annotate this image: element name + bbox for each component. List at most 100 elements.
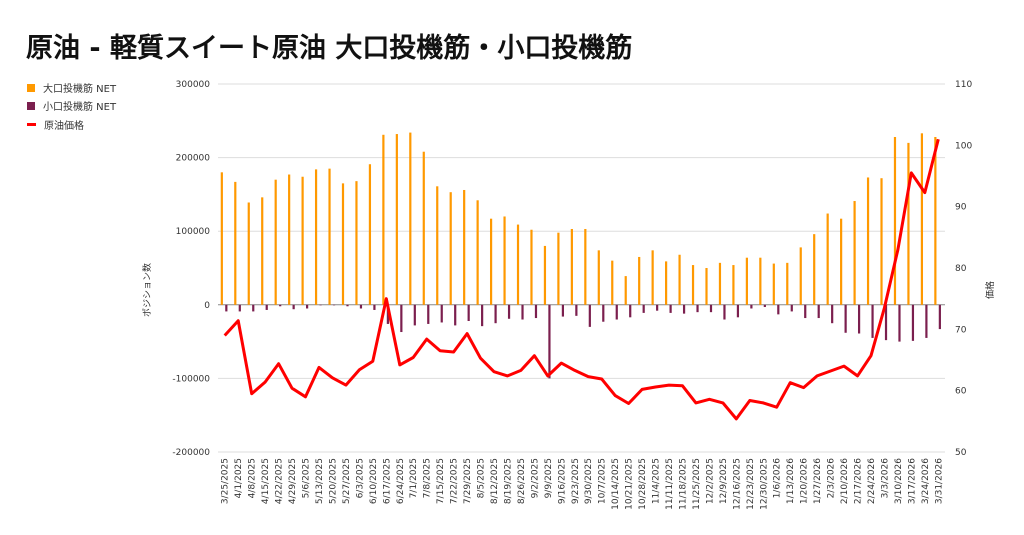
y-axis-right-title: 価格 [984, 281, 996, 299]
y-right-tick-label: 90 [955, 203, 967, 213]
x-tick-label: 1/13/2026 [786, 458, 796, 504]
large-speculator-bar [341, 183, 345, 305]
legend-label: 原油価格 [44, 121, 84, 132]
small-speculator-bar [319, 304, 322, 306]
y-right-tick-label: 80 [955, 264, 967, 274]
y-left-tick-label: 300000 [176, 80, 211, 90]
large-speculator-bar [745, 257, 748, 305]
large-speculator-bar [234, 181, 237, 305]
small-speculator-bar [534, 304, 538, 319]
legend-label: 大口投機筋 NET [43, 84, 117, 95]
y-left-tick-label: -200000 [172, 448, 210, 458]
x-tick-label: 1/6/2026 [773, 458, 783, 499]
legend-item-small-speculators[interactable]: 小口投機筋 NET [27, 98, 116, 113]
large-speculator-bar [880, 178, 883, 305]
large-speculator-bar [718, 262, 722, 305]
x-tick-label: 9/9/2025 [544, 458, 554, 498]
large-speculator-bar [355, 181, 358, 305]
small-speculator-bar [332, 304, 336, 306]
large-speculator-bar [813, 234, 816, 305]
y-right-tick-label: 110 [955, 80, 972, 90]
large-speculator-bar [597, 250, 600, 305]
small-speculator-bar [682, 304, 686, 314]
small-speculator-bar [871, 304, 874, 338]
large-speculator-bar [584, 228, 587, 305]
x-tick-label: 12/23/2025 [746, 458, 756, 510]
small-speculator-bar [831, 304, 834, 324]
large-speculator-bar [934, 136, 937, 305]
small-speculator-bar [481, 304, 484, 327]
small-speculator-bar [454, 304, 457, 326]
small-speculator-bar [750, 304, 753, 309]
small-speculator-bar [225, 304, 228, 312]
x-tick-label: 3/31/2026 [934, 458, 944, 504]
small-speculator-bar [723, 304, 726, 320]
small-speculator-bar [696, 304, 699, 313]
small-speculator-bar [817, 304, 820, 319]
x-tick-label: 9/23/2025 [571, 458, 581, 504]
large-speculator-bar [893, 136, 897, 305]
small-speculator-bar [561, 304, 565, 317]
large-speculator-bar [665, 261, 668, 305]
y-right-tick-label: 100 [955, 141, 972, 151]
y-left-tick-label: 0 [204, 301, 210, 311]
small-speculator-bar [346, 304, 349, 307]
small-speculator-bar [669, 304, 672, 313]
small-speculator-bar [292, 304, 295, 310]
small-speculator-bar [656, 304, 659, 311]
large-speculator-bar [557, 232, 560, 305]
large-speculator-bar [422, 151, 425, 305]
x-tick-label: 3/3/2026 [880, 458, 890, 499]
x-tick-label: 9/30/2025 [584, 458, 594, 504]
x-tick-label: 7/1/2025 [409, 458, 419, 498]
large-speculator-bar [449, 192, 452, 305]
large-speculator-bar [516, 224, 520, 305]
large-speculator-bar [691, 265, 695, 305]
small-speculator-bar [763, 304, 766, 308]
large-speculator-bar [772, 263, 775, 305]
small-speculator-bar [427, 304, 430, 324]
x-tick-label: 12/16/2025 [732, 458, 742, 510]
x-tick-label: 6/24/2025 [396, 458, 406, 504]
x-tick-label: 12/2/2025 [705, 458, 715, 504]
legend-item-oil-price[interactable]: 原油価格 [27, 117, 84, 132]
legend-label: 小口投機筋 NET [43, 102, 117, 113]
x-tick-label: 12/30/2025 [759, 458, 769, 510]
x-tick-label: 11/4/2025 [652, 458, 662, 504]
large-speculator-bar [261, 197, 264, 305]
x-tick-label: 7/8/2025 [423, 458, 433, 498]
x-tick-label: 4/22/2025 [275, 458, 285, 504]
y-left-tick-label: 100000 [176, 227, 211, 237]
large-speculator-bar [476, 200, 479, 305]
x-tick-label: 6/10/2025 [369, 458, 379, 504]
x-tick-label: 10/14/2025 [611, 458, 621, 510]
large-speculator-bar [638, 256, 641, 305]
small-speculator-bar [790, 304, 793, 312]
y-right-tick-label: 50 [955, 448, 967, 458]
x-tick-label: 5/20/2025 [328, 458, 338, 504]
legend-item-large-speculators[interactable]: 大口投機筋 NET [27, 80, 116, 95]
chart-title: 原油 - 軽質スイート原油 大口投機筋・小口投機筋 [26, 33, 633, 64]
y-right-tick-label: 70 [955, 325, 967, 335]
large-speculator-bar [436, 186, 439, 305]
x-tick-label: 11/11/2025 [665, 458, 675, 510]
oil-price-line [223, 138, 940, 421]
x-tick-label: 1/20/2026 [800, 458, 810, 504]
x-tick-label: 8/5/2025 [477, 458, 487, 498]
large-speculator-bar [489, 218, 493, 305]
x-tick-label: 3/25/2025 [221, 458, 231, 504]
small-speculator-bar [252, 304, 255, 312]
large-speculator-bar [220, 172, 223, 305]
x-tick-label: 4/15/2025 [261, 458, 271, 504]
x-tick-label: 5/27/2025 [342, 458, 352, 504]
large-speculator-bar [328, 168, 331, 305]
small-speculator-bar [777, 304, 780, 315]
small-speculator-bar [386, 304, 389, 324]
small-speculator-bar [238, 304, 241, 312]
large-speculator-bar [678, 254, 681, 305]
x-tick-label: 1/27/2026 [813, 458, 823, 504]
x-tick-label: 5/6/2025 [302, 458, 312, 498]
large-speculator-bar [907, 142, 910, 305]
x-tick-label: 4/29/2025 [288, 458, 298, 504]
